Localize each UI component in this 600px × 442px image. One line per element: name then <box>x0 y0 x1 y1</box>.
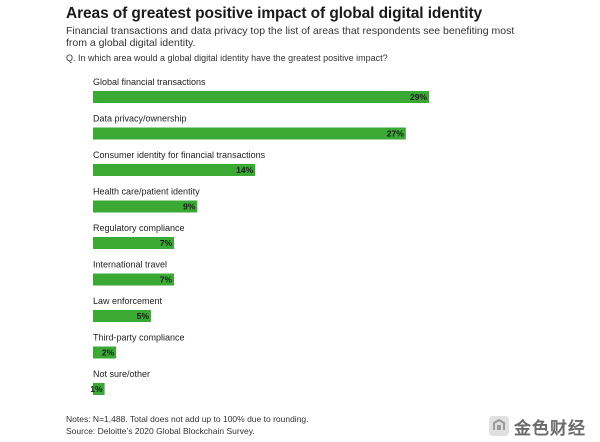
value-label-international-travel: 7% <box>160 275 173 285</box>
value-label-global-financial-transactions: 29% <box>410 92 427 102</box>
watermark: 金色财经 <box>488 414 586 439</box>
survey-question: Q. In which area would a global digital … <box>66 53 388 63</box>
value-label-third-party-compliance: 2% <box>102 348 115 358</box>
bar-consumer-identity-for-financial-transactions <box>93 164 256 176</box>
source-text: Source: Deloitte’s 2020 Global Blockchai… <box>66 426 255 436</box>
page-subtitle: Financial transactions and data privacy … <box>66 25 515 49</box>
bar-data-privacy-ownership <box>93 127 406 140</box>
bar-third-party-compliance <box>93 346 117 359</box>
bar-chart: Global financial transactions 29% Data pri… <box>90 77 429 395</box>
value-label-law-enforcement: 5% <box>137 311 150 321</box>
category-label-health-care-patient-identity: Health care/patient identity <box>93 187 200 197</box>
notes-text: Notes: N=1,488. Total does not add up to… <box>66 414 309 424</box>
bar-health-care-patient-identity <box>93 200 198 213</box>
category-label-global-financial-transactions: Global financial transactions <box>93 77 206 87</box>
value-label-consumer-identity-for-financial-transactions: 14% <box>236 165 253 175</box>
bar-international-travel <box>93 273 175 286</box>
jinse-logo-icon <box>489 416 509 436</box>
value-label-health-care-patient-identity: 9% <box>183 202 196 212</box>
category-label-not-sure-other: Not sure/other <box>93 369 150 379</box>
category-label-law-enforcement: Law enforcement <box>93 296 163 306</box>
bar-law-enforcement <box>93 310 151 322</box>
value-label-data-privacy-ownership: 27% <box>387 129 404 139</box>
category-label-international-travel: International travel <box>93 260 167 270</box>
footnotes: Notes: N=1,488. Total does not add up to… <box>66 413 309 437</box>
bar-not-sure-other <box>93 383 105 395</box>
value-label-regulatory-compliance: 7% <box>160 238 173 248</box>
watermark-text: 金色财经 <box>514 418 586 439</box>
page-title: Areas of greatest positive impact of glo… <box>66 5 483 22</box>
category-label-regulatory-compliance: Regulatory compliance <box>93 223 185 233</box>
value-label-not-sure-other: 1% <box>90 384 103 394</box>
category-label-third-party-compliance: Third-party compliance <box>93 333 185 343</box>
bar-global-financial-transactions <box>93 91 429 103</box>
category-label-data-privacy-ownership: Data privacy/ownership <box>93 114 187 124</box>
category-label-consumer-identity-for-financial-transactions: Consumer identity for financial transact… <box>93 150 266 160</box>
bar-regulatory-compliance <box>93 237 175 249</box>
